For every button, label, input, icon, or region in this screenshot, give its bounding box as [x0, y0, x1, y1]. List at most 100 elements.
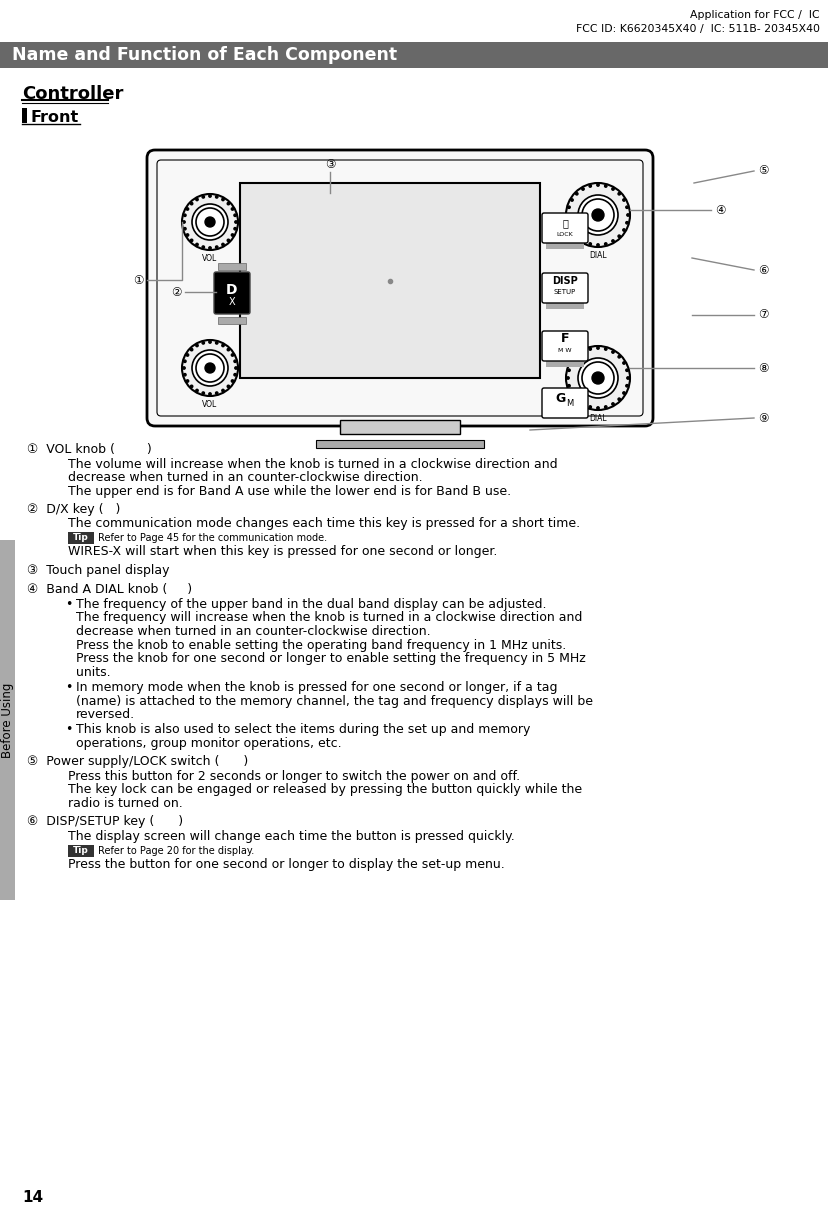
- Bar: [546, 242, 583, 248]
- Text: The volume will increase when the knob is turned in a clockwise direction and: The volume will increase when the knob i…: [68, 457, 557, 470]
- FancyBboxPatch shape: [542, 388, 587, 418]
- Text: ②  D/X key (   ): ② D/X key ( ): [27, 503, 120, 516]
- Bar: [218, 263, 246, 270]
- Text: SETUP: SETUP: [553, 289, 575, 295]
- Circle shape: [625, 206, 628, 209]
- Circle shape: [209, 195, 211, 198]
- Circle shape: [190, 239, 193, 241]
- Bar: [546, 361, 583, 367]
- Bar: [339, 420, 460, 434]
- Circle shape: [195, 198, 198, 200]
- Circle shape: [611, 240, 614, 242]
- Circle shape: [622, 392, 624, 394]
- Circle shape: [192, 204, 228, 240]
- Text: The display screen will change each time the button is pressed quickly.: The display screen will change each time…: [68, 830, 514, 843]
- Circle shape: [622, 362, 624, 364]
- Bar: [546, 303, 583, 309]
- Text: FCC ID: K6620345X40 /  IC: 511B- 20345X40: FCC ID: K6620345X40 / IC: 511B- 20345X40: [575, 24, 819, 34]
- Circle shape: [205, 363, 214, 373]
- Circle shape: [617, 356, 619, 358]
- Circle shape: [626, 213, 628, 216]
- Circle shape: [183, 367, 185, 369]
- Text: ⑥: ⑥: [757, 263, 768, 276]
- FancyBboxPatch shape: [147, 150, 652, 426]
- Text: This knob is also used to select the items during the set up and memory: This knob is also used to select the ite…: [76, 724, 530, 737]
- Circle shape: [195, 344, 198, 346]
- Text: ⑧: ⑧: [757, 362, 768, 375]
- Circle shape: [195, 207, 224, 236]
- Circle shape: [591, 371, 604, 384]
- Circle shape: [209, 341, 211, 344]
- Text: ③: ③: [325, 158, 335, 171]
- Circle shape: [575, 193, 577, 195]
- Circle shape: [566, 376, 569, 379]
- Circle shape: [215, 246, 218, 248]
- Text: Press the knob for one second or longer to enable setting the frequency in 5 MHz: Press the knob for one second or longer …: [76, 652, 585, 665]
- Circle shape: [566, 213, 569, 216]
- Circle shape: [202, 195, 205, 198]
- Text: The frequency will increase when the knob is turned in a clockwise direction and: The frequency will increase when the kno…: [76, 611, 582, 625]
- Circle shape: [222, 344, 224, 346]
- Circle shape: [581, 362, 614, 394]
- Text: The frequency of the upper band in the dual band display can be adjusted.: The frequency of the upper band in the d…: [76, 598, 546, 611]
- Circle shape: [581, 351, 584, 353]
- Circle shape: [227, 203, 229, 205]
- Text: decrease when turned in an counter-clockwise direction.: decrease when turned in an counter-clock…: [76, 625, 430, 638]
- Circle shape: [611, 188, 614, 191]
- Circle shape: [611, 403, 614, 405]
- Bar: [68, 844, 94, 856]
- Circle shape: [577, 358, 617, 398]
- Circle shape: [215, 341, 218, 344]
- Bar: [68, 532, 94, 544]
- Text: DIAL: DIAL: [589, 414, 606, 423]
- Text: 14: 14: [22, 1190, 43, 1205]
- Circle shape: [195, 244, 198, 246]
- Circle shape: [209, 393, 211, 396]
- Circle shape: [617, 193, 619, 195]
- Text: operations, group monitor operations, etc.: operations, group monitor operations, et…: [76, 737, 341, 750]
- Text: ⏻: ⏻: [561, 218, 567, 228]
- Circle shape: [182, 340, 238, 396]
- Text: ①  VOL knob (        ): ① VOL knob ( ): [27, 443, 152, 456]
- Circle shape: [604, 405, 606, 408]
- Text: ⑦: ⑦: [757, 309, 768, 322]
- Text: Refer to Page 45 for the communication mode.: Refer to Page 45 for the communication m…: [98, 533, 327, 543]
- Bar: [0, 540, 15, 900]
- Text: ④  Band A DIAL knob (     ): ④ Band A DIAL knob ( ): [27, 582, 192, 596]
- Circle shape: [622, 229, 624, 232]
- Circle shape: [231, 353, 233, 356]
- Text: Front: Front: [31, 110, 79, 125]
- Text: VOL: VOL: [202, 400, 218, 409]
- Text: M: M: [566, 399, 573, 409]
- Circle shape: [186, 353, 189, 356]
- Text: units.: units.: [76, 666, 110, 679]
- Circle shape: [186, 380, 189, 382]
- Circle shape: [227, 239, 229, 241]
- Circle shape: [604, 347, 606, 350]
- Circle shape: [611, 351, 614, 353]
- Circle shape: [575, 398, 577, 400]
- Circle shape: [596, 183, 599, 186]
- Circle shape: [202, 341, 205, 344]
- Circle shape: [227, 385, 229, 387]
- Text: ⑥  DISP/SETUP key (      ): ⑥ DISP/SETUP key ( ): [27, 815, 183, 829]
- Circle shape: [234, 367, 237, 369]
- Text: Press the button for one second or longer to display the set-up menu.: Press the button for one second or longe…: [68, 857, 504, 871]
- Circle shape: [591, 209, 604, 221]
- Circle shape: [604, 242, 606, 245]
- Text: WIRES-X will start when this key is pressed for one second or longer.: WIRES-X will start when this key is pres…: [68, 545, 497, 558]
- Circle shape: [570, 229, 572, 232]
- Circle shape: [575, 235, 577, 238]
- Circle shape: [570, 199, 572, 201]
- Circle shape: [184, 361, 185, 363]
- Text: Name and Function of Each Component: Name and Function of Each Component: [12, 46, 397, 64]
- Bar: [315, 440, 484, 447]
- Circle shape: [222, 198, 224, 200]
- Circle shape: [581, 199, 614, 232]
- Circle shape: [567, 222, 570, 224]
- Circle shape: [617, 398, 619, 400]
- Circle shape: [604, 185, 606, 187]
- Circle shape: [596, 406, 599, 409]
- Circle shape: [567, 369, 570, 371]
- Circle shape: [589, 242, 590, 245]
